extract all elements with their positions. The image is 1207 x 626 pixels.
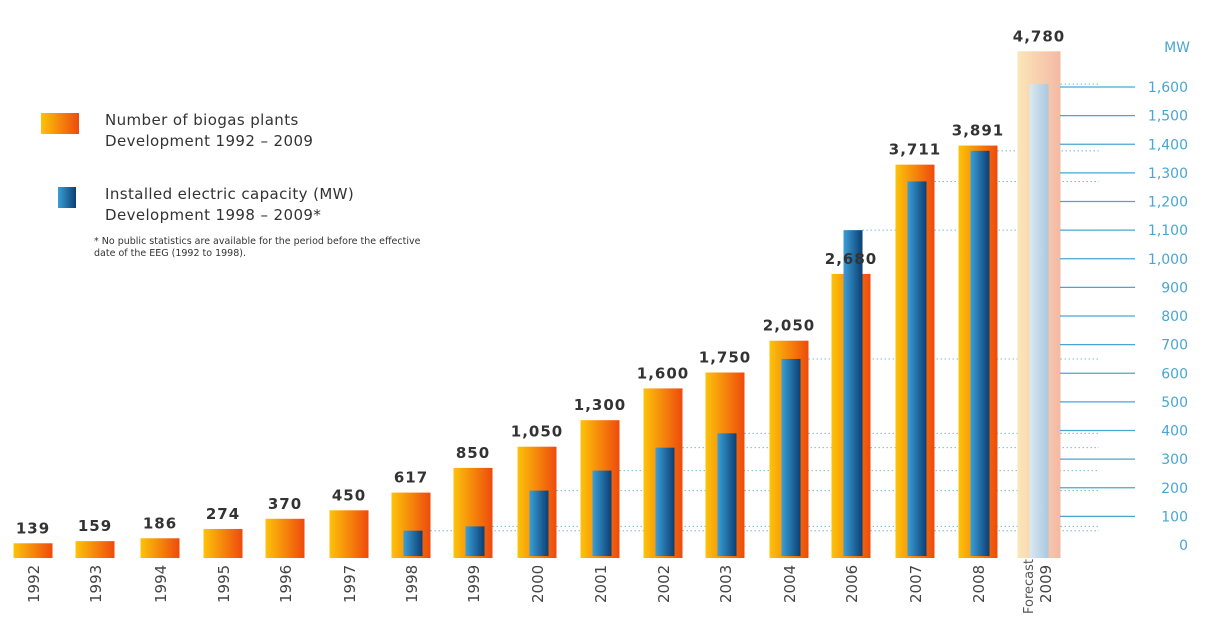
right-axis-tick-label: 800 [1161,309,1188,325]
plants-value-label: 159 [78,517,112,535]
plants-value-label: 1,300 [574,396,626,414]
capacity-bar [592,470,612,556]
x-axis-label: 1995 [215,565,233,603]
x-axis-label: 1999 [465,565,483,603]
x-axis-label: 1997 [341,565,359,603]
plants-value-label: 186 [143,514,177,532]
x-axis-label: 1998 [403,565,421,603]
plant-value-labels: 139 159 186 274 370 450 617 850 1,050 1,300 1,600 1… [16,27,1065,537]
capacity-bars [403,84,1049,558]
x-axis-label: 2000 [529,565,547,603]
x-axis-label: 2009 [1037,565,1055,603]
right-axis-tick-label: 1,000 [1148,252,1188,268]
plants-value-label: 450 [332,486,366,504]
capacity-bar [843,230,863,556]
x-axis-label: 1994 [152,565,170,603]
x-axis-label: 1996 [277,565,295,603]
x-axis-label: 1993 [87,565,105,603]
capacity-bar [907,181,927,556]
right-axis-tick-label: 100 [1161,509,1188,525]
plants-value-label: 850 [456,444,490,462]
right-axis-tick-label: 1,600 [1148,80,1188,96]
right-axis-tick-label: 500 [1161,395,1188,411]
plants-value-label: 274 [206,505,240,523]
x-axis-label: 2008 [970,565,988,603]
plants-value-label: 4,780 [1013,27,1065,45]
right-axis-tick-label: 0 [1179,538,1188,554]
capacity-bar [529,490,549,556]
x-axis-labels: 1992 1993 1994 1995 1996 1997 1998 1999 2000 2001… [25,559,1055,614]
right-axis-tick-label: 700 [1161,338,1188,354]
x-axis-label: 2006 [843,565,861,603]
plants-value-label: 617 [394,469,428,487]
x-axis-label: 2003 [717,565,735,603]
plants-bar [203,528,243,558]
x-axis-label: 2004 [781,565,799,603]
legend-capacity-line2: Development 1998 – 2009* [105,206,322,224]
right-axis-tick-label: 1,400 [1148,137,1188,153]
capacity-bar [655,447,675,556]
plants-value-label: 3,711 [889,141,941,159]
plants-value-label: 3,891 [952,122,1004,140]
legend-capacity-text: Installed electric capacity (MW) Develop… [105,184,354,226]
right-axis-tick-label: 900 [1161,280,1188,296]
plants-value-label: 2,680 [825,250,877,268]
capacity-bar [970,150,990,557]
right-axis-tick-label: 1,200 [1148,195,1188,211]
capacity-bar [717,433,737,556]
right-axis-tick-label: 1,500 [1148,109,1188,125]
legend-capacity-line1: Installed electric capacity (MW) [105,185,355,203]
right-axis-tick-label: 200 [1161,481,1188,497]
plants-bar [140,538,180,558]
plants-value-label: 2,050 [763,317,815,335]
plants-bar [75,541,115,558]
capacity-bar [403,530,423,556]
right-axis-tick-label: 1,300 [1148,166,1188,182]
x-axis-label: 1992 [25,565,43,603]
forecast-label: Forecast [1022,559,1037,614]
plants-value-label: 370 [268,495,302,513]
right-axis-unit: MW [1164,40,1190,56]
plants-value-label: 1,750 [699,349,751,367]
legend-footnote: * No public statistics are available for… [94,236,421,259]
plants-value-label: 1,050 [511,423,563,441]
capacity-bar [1029,84,1049,558]
plants-value-label: 1,600 [637,364,689,382]
right-axis-tick-label: 600 [1161,366,1188,382]
x-axis-label: 2002 [655,565,673,603]
legend-plants-line1: Number of biogas plants [105,111,299,129]
capacity-bar [465,526,485,556]
right-axis: 0 100 200 300 400 500 600 700 800 900 1,000 1,100 1,… [1060,40,1190,554]
legend-plants-line2: Development 1992 – 2009 [105,132,314,150]
plants-bar [265,518,305,558]
right-axis-tick-label: 400 [1161,424,1188,440]
plants-bar [13,543,53,558]
x-axis-label: 2001 [592,565,610,603]
legend-plants-swatch [41,113,79,134]
x-axis-label: 2007 [907,565,925,603]
plants-bar [329,510,369,558]
plants-value-label: 139 [16,519,50,537]
right-axis-tick-label: 300 [1161,452,1188,468]
right-axis-tick-label: 1,100 [1148,223,1188,239]
legend-plants-text: Number of biogas plants Development 1992… [105,110,313,152]
legend-capacity-swatch [58,187,76,208]
capacity-bar [781,358,801,556]
